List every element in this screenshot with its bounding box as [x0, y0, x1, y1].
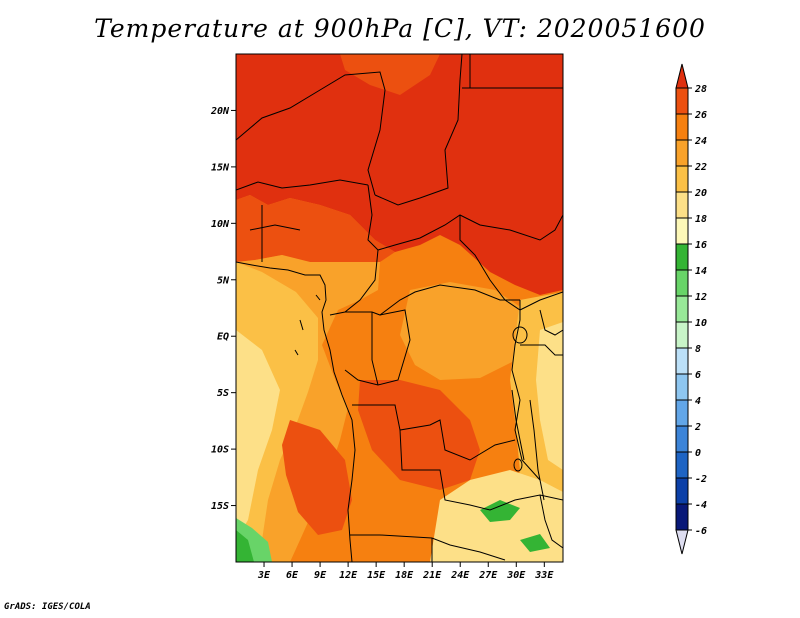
colorbar-label: 4	[695, 396, 701, 407]
lon-tick-label: 15E	[367, 570, 386, 581]
colorbar-label: 28	[694, 84, 707, 95]
colorbar-label: 8	[695, 344, 701, 355]
lat-tick-label: 10N	[211, 219, 230, 230]
lon-tick-label: 33E	[534, 570, 554, 581]
lat-tick-label: 10S	[211, 445, 229, 456]
colorbar-top-arrow	[675, 63, 689, 89]
colorbar-segment	[675, 373, 689, 401]
lat-tick-label: 20N	[210, 106, 230, 117]
colorbar-segment	[675, 321, 689, 349]
temperature-field	[236, 54, 563, 562]
lon-tick-label: 24E	[450, 570, 470, 581]
longitude-axis: 3E 6E 9E 12E 15E 18E 21E 24E 27E 30E 33E	[257, 562, 554, 581]
colorbar-segment	[675, 87, 689, 115]
country-borders	[236, 54, 563, 562]
colorbar-label: 24	[694, 136, 707, 147]
lon-tick-label: 27E	[478, 570, 498, 581]
colorbar-label: 6	[695, 370, 701, 381]
colorbar-segment	[675, 165, 689, 193]
map-title: Temperature at 900hPa [C], VT: 202005160…	[94, 14, 706, 43]
lon-tick-label: 12E	[339, 570, 358, 581]
colorbar-label: 14	[695, 266, 707, 277]
lon-tick-label: 9E	[314, 570, 327, 581]
lon-tick-label: 30E	[506, 570, 526, 581]
colorbar-segment	[675, 243, 689, 271]
colorbar-label: -2	[695, 474, 707, 485]
colorbar-segment	[675, 451, 689, 479]
colorbar-segment	[675, 269, 689, 297]
colorbar-label: 2	[694, 422, 701, 433]
colorbar-label: -4	[695, 500, 707, 511]
colorbar-segment	[675, 477, 689, 505]
colorbar-segment	[675, 295, 689, 323]
colorbar-segment	[675, 217, 689, 245]
colorbar-label: 26	[694, 110, 707, 121]
lon-tick-label: 3E	[257, 570, 271, 581]
colorbar-segment	[675, 347, 689, 375]
lon-tick-label: 18E	[395, 570, 414, 581]
colorbar-label: 22	[694, 162, 707, 173]
lat-tick-label: 15N	[211, 162, 230, 173]
lat-tick-label: 5N	[217, 275, 230, 286]
colorbar-label: 0	[695, 448, 701, 459]
colorbar-label: 10	[695, 318, 707, 329]
colorbar-bottom-arrow	[675, 529, 689, 555]
lat-tick-label: 15S	[211, 501, 229, 512]
latitude-axis: 20N 15N 10N 5N EQ 5S 10S 15S	[210, 106, 236, 512]
colorbar-segment	[675, 399, 689, 427]
colorbar-segment	[675, 139, 689, 167]
colorbar-label: -6	[695, 526, 707, 537]
colorbar-label: 18	[695, 214, 707, 225]
lat-tick-label: EQ	[217, 332, 229, 343]
footer-credit: GrADS: IGES/COLA	[4, 602, 91, 612]
colorbar-label: 12	[695, 292, 707, 303]
colorbar-segment	[675, 191, 689, 219]
colorbar-segment	[675, 503, 689, 531]
lon-tick-label: 21E	[422, 570, 442, 581]
colorbar-label: 20	[694, 188, 707, 199]
colorbar-segment	[675, 425, 689, 453]
lon-tick-label: 6E	[286, 570, 299, 581]
colorbar-segment	[675, 113, 689, 141]
colorbar-label: 16	[695, 240, 707, 251]
lat-tick-label: 5S	[217, 388, 229, 399]
map-frame	[235, 53, 564, 563]
